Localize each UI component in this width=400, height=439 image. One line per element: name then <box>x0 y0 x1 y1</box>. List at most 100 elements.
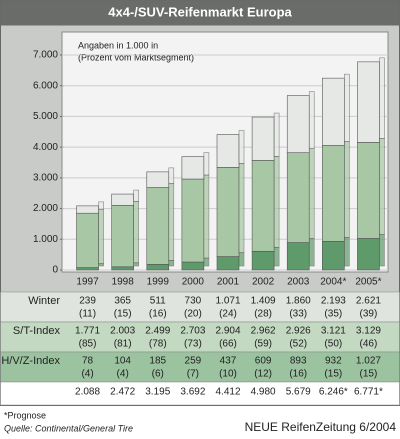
bar-side <box>133 262 139 267</box>
bar-segment <box>251 160 275 252</box>
total-value: 6.771* <box>354 387 383 398</box>
table-row <box>0 351 400 383</box>
table-value: 2.193 <box>321 296 346 307</box>
note: (Prozent vom Marktsegment) <box>78 52 194 62</box>
bar-segment <box>76 267 99 271</box>
table-value: 185 <box>149 356 166 367</box>
table-share: (4) <box>117 369 129 380</box>
x-tick-label: 2000 <box>182 277 205 288</box>
table-row <box>0 291 400 323</box>
row-header: H/V/Z-Index <box>1 355 60 367</box>
bar-segment <box>251 250 275 271</box>
bar-segment <box>111 204 134 268</box>
bar-segment <box>251 116 275 161</box>
table-value: 730 <box>185 296 202 307</box>
bar-side <box>273 156 280 248</box>
table-share: (4) <box>81 369 93 380</box>
bar-side <box>379 138 385 235</box>
table-row <box>0 321 400 353</box>
note: Angaben in 1.000 in <box>78 40 158 50</box>
table-share: (7) <box>187 369 199 380</box>
bar-segment <box>322 241 345 271</box>
total-value: 3.195 <box>145 387 170 398</box>
table-share: (28) <box>254 309 272 320</box>
bar-side <box>133 200 139 264</box>
table-share: (50) <box>324 339 342 350</box>
bar-side <box>168 260 175 267</box>
table-share: (35) <box>324 309 342 320</box>
table-value: 511 <box>150 296 166 307</box>
y-tick-label: 3.000 <box>33 172 58 183</box>
table-value: 2.926 <box>286 326 311 337</box>
x-tick-label: 1998 <box>112 277 135 288</box>
table-share: (81) <box>114 339 132 350</box>
table-value: 2.499 <box>145 326 170 337</box>
bar-segment <box>357 238 380 271</box>
table-value: 239 <box>79 296 96 307</box>
table-share: (15) <box>324 369 342 380</box>
table-value: 2.904 <box>215 326 240 337</box>
table-share: (6) <box>152 369 164 380</box>
bar-segment <box>286 242 310 271</box>
x-tick-label: 1999 <box>147 277 170 288</box>
total-value: 6.246* <box>319 387 348 398</box>
total-value: 2.088 <box>75 387 100 398</box>
table-value: 609 <box>255 356 272 367</box>
table-value: 1.771 <box>75 326 100 337</box>
bar-segment <box>357 61 380 143</box>
table-share: (46) <box>360 339 378 350</box>
table-share: (78) <box>149 339 167 350</box>
y-tick-label: 7.000 <box>33 50 58 61</box>
bar-segment <box>76 205 99 214</box>
table-share: (85) <box>79 339 97 350</box>
bar-segment <box>146 187 170 265</box>
table-value: 1.027 <box>356 356 381 367</box>
table-value: 893 <box>290 356 307 367</box>
bar-side <box>168 167 175 184</box>
bar-segment <box>181 178 205 263</box>
bar-side <box>379 57 385 139</box>
x-tick-label: 2001 <box>217 277 240 288</box>
bar-side <box>203 174 210 259</box>
table-share: (15) <box>114 309 132 320</box>
table-share: (11) <box>79 309 96 320</box>
table-share: (20) <box>184 309 202 320</box>
bar-segment <box>181 156 205 180</box>
bar-segment <box>146 264 170 271</box>
x-tick-label: 1997 <box>76 277 99 288</box>
bar-segment <box>111 193 134 206</box>
bar-side <box>98 263 104 267</box>
table-share: (33) <box>289 309 307 320</box>
bar-side <box>308 91 315 150</box>
table-share: (39) <box>360 309 378 320</box>
table-share: (73) <box>184 339 202 350</box>
bar-side <box>344 73 350 142</box>
y-tick-label: 4.000 <box>33 142 58 153</box>
total-value: 4.412 <box>215 387 240 398</box>
x-tick-label: 2004* <box>320 277 346 288</box>
y-tick-label: 1.000 <box>33 234 58 245</box>
bar-side <box>344 141 350 238</box>
bar-side <box>98 208 104 264</box>
total-value: 4.980 <box>251 387 276 398</box>
publication: NEUE ReifenZeitung 6/2004 <box>245 420 397 434</box>
total-value: 2.472 <box>110 387 135 398</box>
bar-side <box>273 112 280 157</box>
bar-side <box>203 257 210 267</box>
y-tick-label: 5.000 <box>33 111 58 122</box>
bar-segment <box>357 142 380 239</box>
table-share: (24) <box>219 309 237 320</box>
table-share: (52) <box>289 339 307 350</box>
table-share: (12) <box>254 369 272 380</box>
table-value: 259 <box>185 356 202 367</box>
bar-side <box>344 237 350 267</box>
bar-side <box>238 252 245 267</box>
row-header: Winter <box>28 295 60 307</box>
table-share: (66) <box>219 339 237 350</box>
bar-side <box>133 189 139 202</box>
footnote: *Prognose <box>4 410 46 420</box>
table-share: (59) <box>254 339 272 350</box>
bar-segment <box>286 152 310 243</box>
bar-side <box>98 201 104 210</box>
